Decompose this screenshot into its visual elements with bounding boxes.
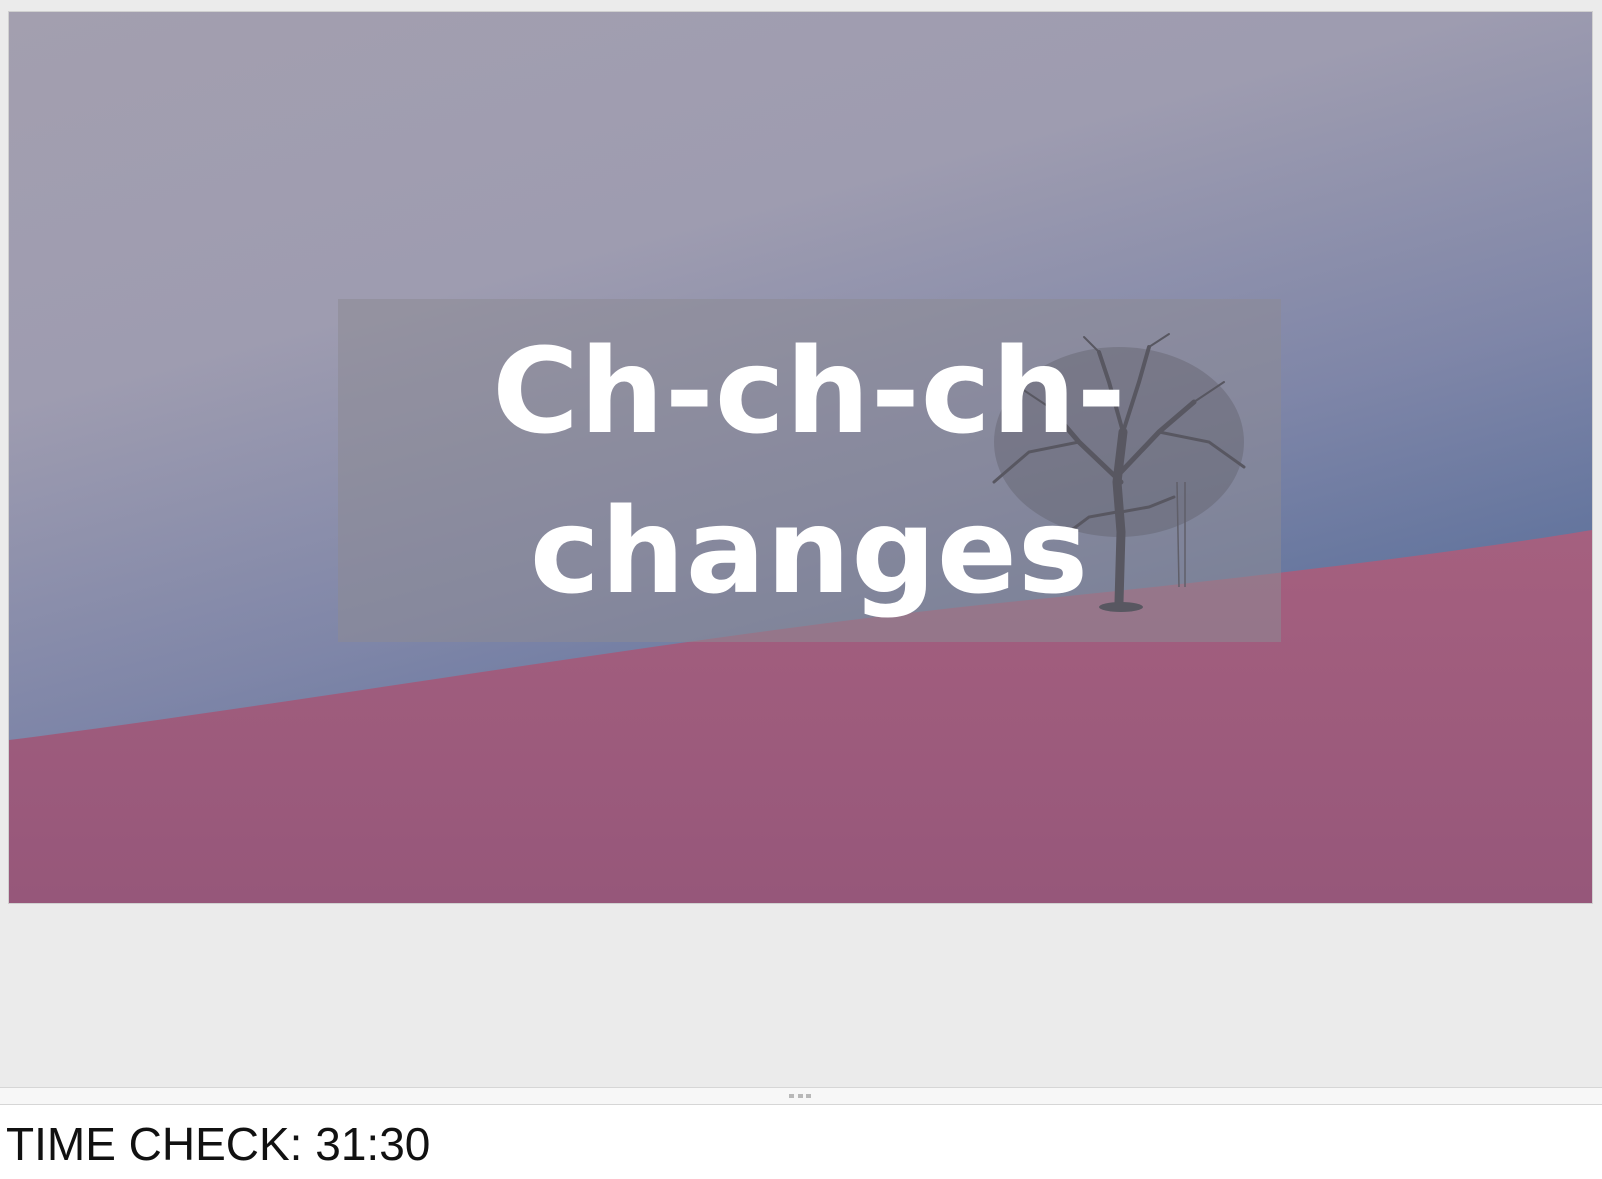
drag-handle-icon bbox=[789, 1094, 811, 1098]
title-textbox[interactable]: Ch-ch-ch- changes bbox=[338, 299, 1281, 642]
slide-canvas: Ch-ch-ch- changes bbox=[9, 12, 1592, 903]
notes-resize-handle[interactable] bbox=[0, 1087, 1602, 1105]
slide[interactable]: Ch-ch-ch- changes bbox=[9, 12, 1592, 903]
slide-title[interactable]: Ch-ch-ch- changes bbox=[492, 321, 1127, 620]
speaker-notes-text[interactable]: TIME CHECK: 31:30 bbox=[6, 1118, 431, 1170]
speaker-notes-panel[interactable]: TIME CHECK: 31:30 bbox=[0, 1105, 1602, 1179]
